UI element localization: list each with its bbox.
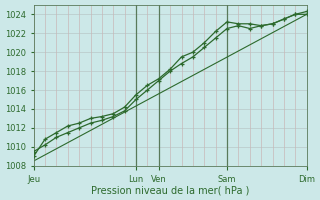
X-axis label: Pression niveau de la mer( hPa ): Pression niveau de la mer( hPa )	[91, 185, 249, 195]
